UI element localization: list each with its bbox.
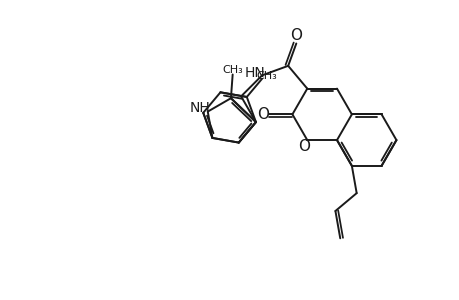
Text: O: O xyxy=(256,107,268,122)
Text: O: O xyxy=(297,139,309,154)
Text: O: O xyxy=(290,28,302,43)
Text: CH₃: CH₃ xyxy=(222,64,243,75)
Text: NH: NH xyxy=(189,100,210,115)
Text: HN: HN xyxy=(244,66,265,80)
Text: CH₃: CH₃ xyxy=(256,71,277,81)
